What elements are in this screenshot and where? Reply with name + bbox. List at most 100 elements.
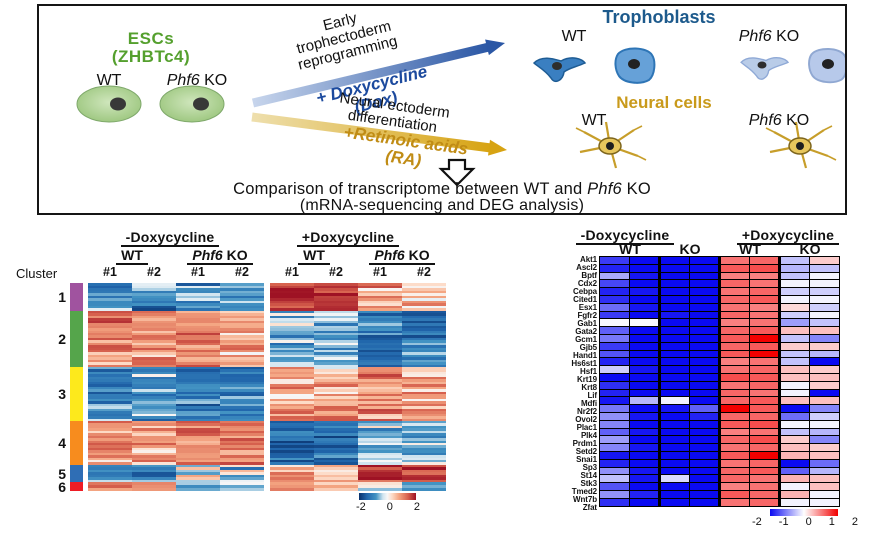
heatmap-cell	[720, 342, 749, 350]
heatmap-cell	[132, 408, 176, 412]
heatmap-cell	[402, 376, 446, 380]
heatmap-row	[270, 418, 446, 421]
heatmap-cell	[600, 334, 629, 342]
heatmap-cell	[220, 425, 264, 429]
heatmap-cell	[690, 498, 719, 506]
heatmap-row	[88, 416, 264, 419]
heatmap-cell	[402, 450, 446, 453]
heatmap-cell	[402, 472, 446, 475]
heatmap-cell	[220, 479, 264, 482]
heatmap-cell	[690, 334, 719, 342]
heatmap-cell	[220, 421, 264, 424]
heatmap-cell	[270, 323, 314, 326]
heatmap-row	[270, 416, 446, 419]
heatmap-cell	[176, 283, 220, 286]
heatmap-cell	[132, 438, 176, 441]
heatmap-cell	[270, 359, 314, 363]
heatmap-cell	[600, 490, 629, 498]
heatmap-cell	[402, 391, 446, 394]
heatmap-cell	[810, 319, 839, 327]
heatmap-cell	[132, 357, 176, 360]
heatmap-cell	[220, 428, 264, 431]
trophoblast-ko-label: Phf6 KO	[738, 28, 800, 45]
heatmap-row	[88, 477, 264, 480]
heatmap-cell	[132, 347, 176, 350]
heatmap-row	[88, 323, 264, 326]
heatmap-cell	[750, 428, 779, 436]
heatmap-cell	[402, 488, 446, 491]
heatmap-cell	[690, 350, 719, 358]
caption-line1: Comparison of transcriptome between WT a…	[233, 180, 651, 198]
heatmap-row	[88, 340, 264, 343]
heatmap-cell	[220, 455, 264, 458]
heatmap-cell	[402, 362, 446, 365]
heatmap-cell	[88, 318, 132, 321]
heatmap-cell	[750, 498, 779, 506]
heatmap-row	[88, 332, 264, 336]
heatmap-cell	[176, 313, 220, 316]
heatmap-cell	[402, 303, 446, 306]
heatmap-cell	[176, 328, 220, 331]
heatmap-cell	[600, 295, 629, 303]
heatmap-cell	[780, 373, 809, 381]
heatmap-cell	[402, 328, 446, 331]
heatmap-cell	[402, 374, 446, 377]
heatmap-cell	[88, 386, 132, 390]
heatmap-cell	[402, 433, 446, 436]
heatmap-cell	[600, 373, 629, 381]
heatmap-cell	[750, 319, 779, 327]
heatmap-cell	[660, 303, 689, 311]
heatmap-cell	[176, 379, 220, 382]
heatmap-cell	[314, 318, 358, 321]
heatmap-cell	[402, 325, 446, 329]
heatmap-cell	[660, 373, 689, 381]
heatmap-cell	[358, 465, 402, 468]
heatmap-cell	[358, 303, 402, 306]
heatmap-cell	[132, 300, 176, 304]
heatmap-cell	[600, 397, 629, 405]
heatmap-cell	[88, 421, 132, 424]
heatmap-cell	[220, 433, 264, 436]
heatmap-cell	[270, 376, 314, 380]
heatmap-row	[88, 386, 264, 390]
gene-label-Gata2: Gata2	[575, 327, 597, 336]
colorbar-tick: 2	[413, 501, 420, 513]
heatmap-row	[270, 406, 446, 409]
heatmap-row	[270, 403, 446, 407]
esc-cell-wt	[76, 85, 142, 123]
left-heatmap-minus-dox	[88, 283, 264, 491]
heatmap-cell	[358, 450, 402, 453]
heatmap-cell	[88, 335, 132, 338]
heatmap-cell	[88, 374, 132, 377]
esc-ko-label: Phf6 KO	[166, 72, 228, 89]
heatmap-cell	[220, 447, 264, 451]
heatmap-cell	[750, 405, 779, 412]
heatmap-cell	[750, 483, 779, 490]
replicate-label: #1	[285, 265, 299, 279]
heatmap-cell	[88, 320, 132, 324]
heatmap-cell	[314, 376, 358, 380]
heatmap-cell	[176, 311, 220, 314]
heatmap-cell	[358, 367, 402, 370]
heatmap-cell	[314, 411, 358, 414]
heatmap-cell	[270, 485, 314, 488]
heatmap-cell	[270, 295, 314, 299]
heatmap-cell	[88, 337, 132, 341]
heatmap-cell	[402, 350, 446, 353]
heatmap-row	[270, 325, 446, 329]
heatmap-cell	[220, 418, 264, 421]
heatmap-cell	[220, 452, 264, 456]
heatmap-row	[270, 323, 446, 326]
heatmap-row	[88, 295, 264, 299]
heatmap-row	[88, 421, 264, 424]
heatmap-row	[270, 482, 446, 485]
heatmap-cell	[314, 396, 358, 399]
heatmap-cell	[780, 295, 809, 303]
gene-label-Krt8: Krt8	[581, 383, 597, 392]
heatmap-cell	[690, 483, 719, 490]
heatmap-cell	[630, 295, 659, 303]
gene-label-Akt1: Akt1	[580, 255, 597, 264]
heatmap-cell	[88, 460, 132, 463]
heatmap-cell	[358, 391, 402, 394]
heatmap-cell	[176, 482, 220, 485]
